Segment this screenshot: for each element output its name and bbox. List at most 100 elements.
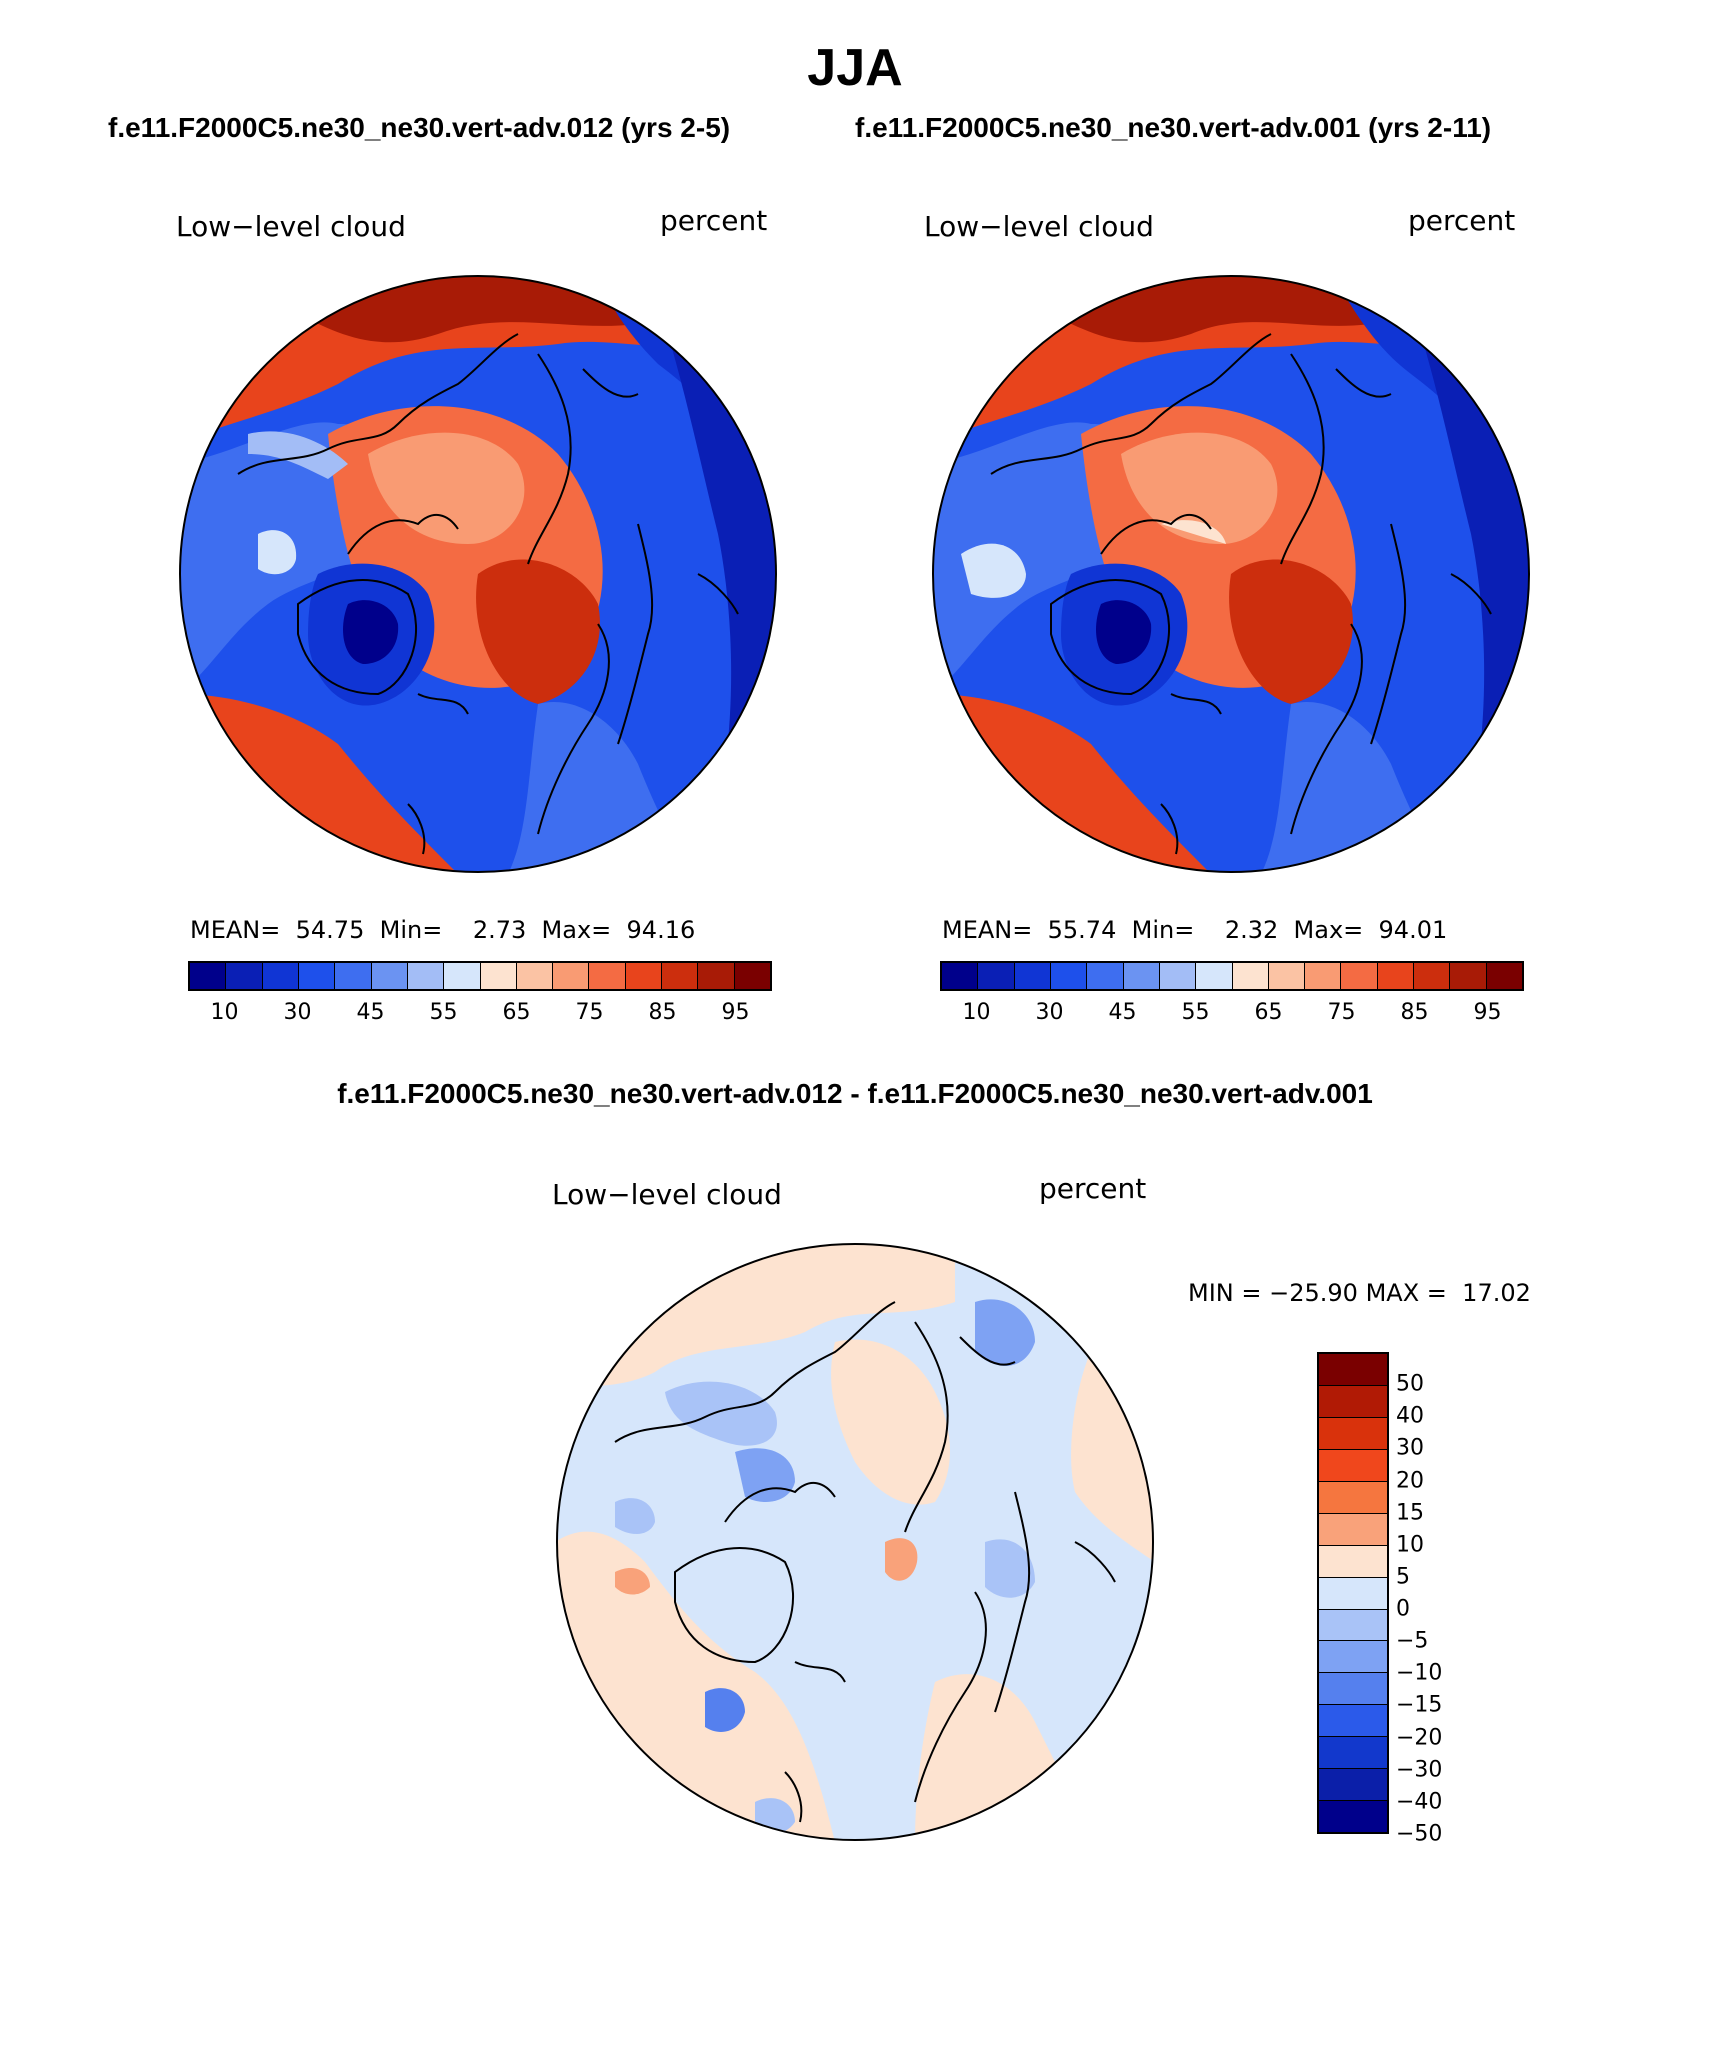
panel2-colorbar-tick-label: 75	[1327, 1000, 1356, 1025]
panel1-colorbar-swatch	[226, 963, 263, 989]
panel1-min: 2.73	[472, 916, 527, 944]
panel2-colorbar-swatch	[1341, 963, 1378, 989]
diff-colorbar-swatch	[1319, 1705, 1387, 1738]
subtitle-left: f.e11.F2000C5.ne30_ne30.vert-adv.012 (yr…	[108, 112, 731, 143]
panel2-colorbar-swatch	[1232, 963, 1269, 989]
diff-colorbar-tick-label: −15	[1396, 1692, 1443, 1718]
diff-colorbar-tick-label: −30	[1396, 1757, 1443, 1783]
diff-colorbar-swatch	[1319, 1417, 1387, 1450]
panel1-colorbar-swatch	[625, 963, 663, 989]
diff-colorbar-tick-label: 15	[1396, 1500, 1424, 1526]
panel1-colorbar-swatch	[589, 963, 626, 989]
panel1-colorbar-swatch	[444, 963, 481, 989]
panel2-colorbar-tick-label: 95	[1473, 1000, 1502, 1025]
diff-colorbar-tick-label: 0	[1396, 1596, 1410, 1622]
diff-colorbar-swatch	[1319, 1577, 1387, 1610]
diff-colorbar-tick-label: 50	[1396, 1371, 1424, 1397]
diff-colorbar-tick-label: −40	[1396, 1789, 1443, 1815]
panel1-colorbar-tick-label: 75	[575, 1000, 604, 1025]
diff-colorbar-tick-label: 20	[1396, 1468, 1424, 1494]
figure-title: JJA	[807, 39, 903, 97]
diff-title: f.e11.F2000C5.ne30_ne30.vert-adv.012 - f…	[337, 1078, 1373, 1109]
panel1-stats: MEAN= 54.75 Min= 2.73 Max= 94.16	[190, 916, 696, 944]
panel1-colorbar-swatch	[371, 963, 408, 989]
panel2-colorbar-tick-label: 10	[962, 1000, 991, 1025]
diff-variable-label: Low−level cloud	[552, 1178, 782, 1211]
diff-colorbar-swatch	[1319, 1737, 1387, 1770]
panel2-colorbar-swatch	[1087, 963, 1124, 989]
diff-colorbar-swatch	[1319, 1385, 1387, 1418]
diff-colorbar-tick-label: −5	[1396, 1628, 1429, 1654]
panel1-colorbar-tick-label: 45	[356, 1000, 385, 1025]
panel1-colorbar-swatch	[262, 963, 299, 989]
panel2-colorbar-tick-label: 65	[1254, 1000, 1283, 1025]
panel2-min: 2.32	[1224, 916, 1279, 944]
diff-colorbar-swatch	[1319, 1449, 1387, 1482]
diff-colorbar	[1317, 1352, 1389, 1834]
panel1-colorbar-swatch	[335, 963, 372, 989]
panel2-colorbar-swatch	[1268, 963, 1306, 989]
panel2-colorbar-swatch	[1014, 963, 1051, 989]
panel2-colorbar-swatch	[978, 963, 1015, 989]
panel2-colorbar-tick-label: 85	[1400, 1000, 1429, 1025]
diff-colorbar-swatch	[1319, 1545, 1387, 1578]
diff-colorbar-swatch	[1319, 1673, 1387, 1706]
panel1-colorbar-tick-label: 65	[502, 1000, 531, 1025]
diff-colorbar-tick-label: −10	[1396, 1660, 1443, 1686]
panel2-colorbar-swatch	[1050, 963, 1088, 989]
diff-colorbar-swatch	[1319, 1481, 1387, 1514]
diff-colorbar-tick-label: 40	[1396, 1403, 1424, 1429]
panel1-max: 94.16	[626, 916, 696, 944]
panel2-colorbar-swatch	[1486, 963, 1522, 989]
panel2-colorbar-swatch	[1196, 963, 1233, 989]
diff-colorbar-swatch	[1319, 1801, 1387, 1833]
diff-colorbar-tick-label: −20	[1396, 1725, 1443, 1751]
subtitle-right: f.e11.F2000C5.ne30_ne30.vert-adv.001 (yr…	[855, 112, 1492, 143]
panel1-colorbar-swatch	[298, 963, 336, 989]
panel2-colorbar-tick-label: 45	[1108, 1000, 1137, 1025]
panel1-colorbar-tick-label: 95	[721, 1000, 750, 1025]
panel2-colorbar-ticks: 10 30 45 55 65 75 85 95	[940, 1000, 1524, 1030]
diff-colorbar-tick-label: −50	[1396, 1821, 1443, 1847]
diff-polar-map	[556, 1243, 1154, 1841]
panel2-colorbar-swatch	[1377, 963, 1415, 989]
panel1-colorbar	[188, 961, 772, 991]
panel2-colorbar	[940, 961, 1524, 991]
panel2-colorbar-swatch	[1159, 963, 1197, 989]
panel1-colorbar-tick-label: 10	[210, 1000, 239, 1025]
diff-max: 17.02	[1462, 1279, 1531, 1307]
panel2-mean: 55.74	[1047, 916, 1117, 944]
diff-colorbar-swatch	[1319, 1641, 1387, 1674]
panel2-variable-label: Low−level cloud	[924, 210, 1154, 243]
panel1-colorbar-swatch	[553, 963, 590, 989]
diff-colorbar-tick-label: 30	[1396, 1435, 1424, 1461]
diff-colorbar-tick-label: 5	[1396, 1564, 1410, 1590]
panel2-colorbar-tick-label: 30	[1035, 1000, 1064, 1025]
panel2-colorbar-tick-label: 55	[1181, 1000, 1210, 1025]
panel1-variable-label: Low−level cloud	[176, 210, 406, 243]
panel1-colorbar-tick-label: 55	[429, 1000, 458, 1025]
panel1-polar-map	[179, 275, 777, 873]
panel1-units-label: percent	[660, 204, 768, 237]
panel2-colorbar-swatch	[1414, 963, 1451, 989]
panel2-colorbar-swatch	[942, 963, 979, 989]
panel2-colorbar-swatch	[1305, 963, 1342, 989]
panel1-colorbar-swatch	[662, 963, 699, 989]
panel1-colorbar-swatch	[190, 963, 227, 989]
diff-colorbar-tick-label: 10	[1396, 1532, 1424, 1558]
panel1-mean: 54.75	[295, 916, 365, 944]
diff-colorbar-swatch	[1319, 1354, 1387, 1386]
panel2-colorbar-swatch	[1123, 963, 1160, 989]
panel2-stats: MEAN= 55.74 Min= 2.32 Max= 94.01	[942, 916, 1448, 944]
diff-colorbar-ticks: 50 40 30 20 15 10 5 0 −5 −10 −15 −20 −30 −40 −50	[1396, 1352, 1476, 1847]
diff-minmax: MIN = −25.90 MAX = 17.02	[1188, 1279, 1531, 1307]
panel2-colorbar-swatch	[1450, 963, 1487, 989]
diff-colorbar-swatch	[1319, 1513, 1387, 1546]
panel1-colorbar-swatch	[734, 963, 770, 989]
panel1-colorbar-tick-label: 85	[648, 1000, 677, 1025]
panel1-colorbar-tick-label: 30	[283, 1000, 312, 1025]
diff-colorbar-swatch	[1319, 1769, 1387, 1802]
diff-units-label: percent	[1039, 1172, 1147, 1205]
panel2-units-label: percent	[1408, 204, 1516, 237]
diff-colorbar-swatch	[1319, 1609, 1387, 1642]
